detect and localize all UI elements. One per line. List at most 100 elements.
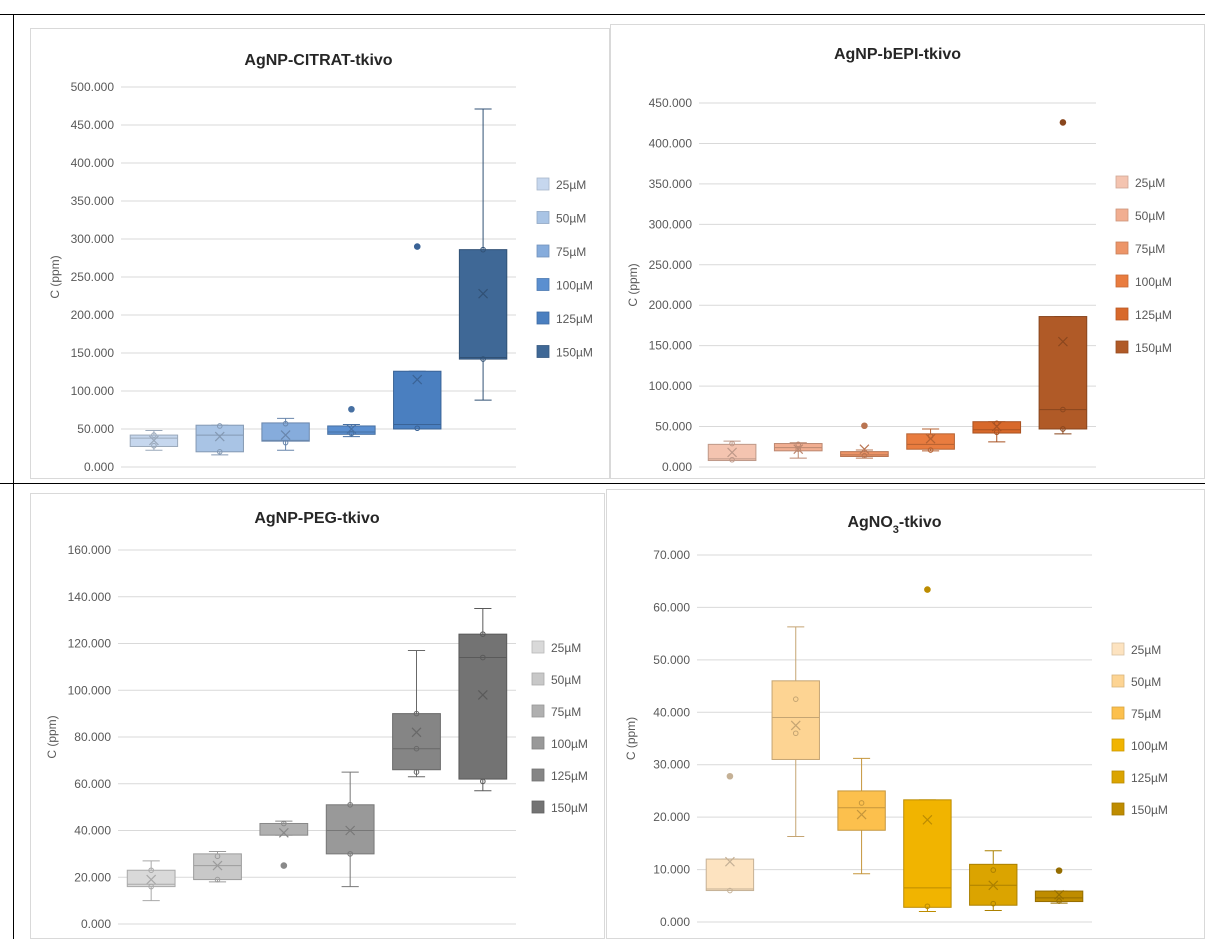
mean-marker — [790, 720, 801, 731]
legend-swatch — [1115, 208, 1129, 222]
box-iqr — [771, 680, 820, 760]
data-point — [990, 867, 997, 873]
box-iqr — [1034, 890, 1084, 903]
y-tick-label: 50.000 — [77, 422, 114, 436]
legend-label: 25µM — [1131, 643, 1161, 657]
chart-svg: AgNP-PEG-tkivo 0.000 20.000 40.000 60.000 80.… — [45, 510, 588, 931]
box-50µM — [773, 441, 823, 459]
mean-marker — [793, 444, 804, 455]
data-point — [347, 851, 353, 857]
box-50µM — [193, 851, 242, 883]
y-tick-label: 250.000 — [649, 258, 693, 272]
data-point — [282, 420, 289, 427]
box-iqr — [325, 804, 375, 855]
mean-marker — [280, 430, 291, 441]
legend-swatch — [536, 345, 550, 358]
y-tick-label: 350.000 — [71, 194, 115, 208]
box-75µM — [259, 820, 309, 869]
y-axis-label: C (ppm) — [626, 263, 640, 306]
mean-marker — [214, 431, 225, 442]
mean-marker — [146, 874, 157, 885]
data-point — [1060, 426, 1066, 432]
y-tick-label: 150.000 — [71, 346, 115, 360]
y-tick-label: 30.000 — [653, 758, 690, 772]
mean-marker — [411, 727, 422, 738]
data-point — [993, 429, 1000, 436]
box-25µM — [129, 430, 179, 451]
legend-swatch — [536, 244, 550, 258]
data-point — [151, 432, 157, 438]
outlier-point — [924, 586, 931, 593]
y-tick-label: 40.000 — [653, 705, 690, 719]
box-150µM — [1038, 119, 1088, 435]
y-tick-label: 400.000 — [71, 156, 115, 170]
divider-left — [13, 14, 14, 939]
box-125µM — [392, 650, 441, 778]
data-point — [214, 853, 221, 860]
chart-panel-peg: AgNP-PEG-tkivo 0.000 20.000 40.000 60.000 80.… — [30, 493, 605, 939]
chart-svg: AgNP-bEPI-tkivo 0.000 50.000 100.000 150.000… — [626, 46, 1172, 474]
data-point — [1056, 898, 1062, 904]
data-point — [414, 425, 421, 432]
box-100µM — [325, 771, 375, 888]
y-axis-label: C (ppm) — [624, 717, 638, 760]
legend-swatch — [1111, 738, 1125, 752]
box-100µM — [327, 405, 376, 438]
y-tick-label: 50.000 — [655, 420, 692, 434]
y-tick-label: 0.000 — [81, 917, 111, 931]
mean-marker — [278, 827, 289, 838]
legend-swatch — [536, 211, 550, 224]
mean-marker — [856, 809, 867, 820]
chart-title-main: AgNO — [847, 514, 892, 531]
data-point — [792, 696, 799, 702]
data-point — [413, 745, 420, 752]
box-25µM — [126, 860, 176, 902]
mean-marker — [345, 825, 356, 836]
legend-swatch — [531, 768, 545, 782]
chart-panel-agno3: AgNO3-tkivo 0.000 10.000 20.000 30.000 40.000… — [606, 489, 1205, 939]
box-75µM — [837, 757, 886, 875]
box-125µM — [972, 420, 1022, 443]
data-point — [347, 801, 353, 808]
y-tick-label: 350.000 — [649, 177, 693, 191]
y-tick-label: 80.000 — [74, 730, 111, 744]
data-point — [216, 423, 223, 429]
legend-label: 50µM — [1131, 675, 1161, 689]
y-tick-label: 50.000 — [653, 653, 690, 667]
legend-label: 125µM — [1135, 308, 1172, 322]
mean-marker — [478, 288, 489, 299]
y-tick-label: 450.000 — [649, 96, 693, 110]
legend-label: 75µM — [1135, 242, 1165, 256]
legend-swatch — [1111, 674, 1125, 688]
data-point — [480, 778, 486, 785]
chart-title-subscript: 3 — [893, 524, 899, 536]
legend-swatch — [1111, 706, 1125, 720]
box-75µM — [261, 417, 310, 451]
y-tick-label: 150.000 — [649, 339, 693, 353]
mean-marker — [988, 880, 999, 891]
chart-svg: AgNP-CITRAT-tkivo 0.000 50.000 100.000 150.0… — [48, 52, 593, 474]
y-axis-label: C (ppm) — [45, 715, 59, 758]
legend-swatch — [536, 311, 550, 325]
legend-swatch — [1111, 642, 1125, 656]
legend-swatch — [1115, 274, 1129, 288]
y-tick-label: 500.000 — [71, 80, 115, 94]
data-point — [151, 442, 157, 449]
box-iqr — [193, 853, 242, 881]
chart-title: AgNP-bEPI-tkivo — [834, 46, 961, 63]
legend-label: 50µM — [556, 212, 586, 226]
box-25µM — [705, 772, 755, 894]
chart-title: AgNP-CITRAT-tkivo — [244, 52, 392, 69]
y-tick-label: 0.000 — [660, 915, 690, 929]
mean-marker — [922, 814, 933, 825]
data-point — [729, 456, 735, 463]
data-point — [480, 246, 486, 253]
box-iqr — [903, 799, 952, 908]
mean-marker — [1057, 336, 1068, 347]
outlier-point — [348, 405, 355, 413]
legend-label: 125µM — [1131, 771, 1168, 785]
data-point — [795, 441, 802, 448]
box-125µM — [969, 850, 1018, 911]
legend-label: 100µM — [1131, 739, 1168, 753]
outlier-point — [413, 243, 421, 250]
